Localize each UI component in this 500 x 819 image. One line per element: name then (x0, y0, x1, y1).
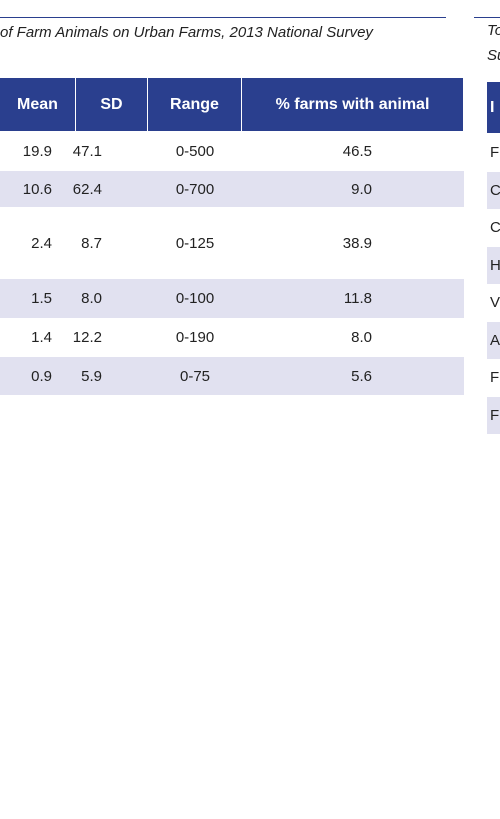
column-header: SD (76, 78, 148, 131)
row-band (0, 171, 464, 207)
table-cell: C (490, 219, 500, 237)
table-cell: 19.9 (22, 142, 52, 160)
column-header: Mean (0, 78, 76, 131)
table-cell: 1.5 (31, 290, 52, 307)
table-cell: 0-125 (175, 234, 215, 252)
table-cell: F (490, 144, 500, 162)
table-cell: 9.0 (351, 180, 372, 198)
table-cell: 8.7 (81, 234, 102, 252)
title-rule (474, 17, 500, 18)
table-cell: 47.1 (72, 142, 102, 160)
table-cell: F (487, 396, 500, 434)
table-cell: C (487, 171, 500, 209)
table-cell: 12.2 (72, 329, 102, 346)
table-cell: 8.0 (351, 329, 372, 346)
table-cell: 0-100 (175, 290, 215, 307)
row-band (0, 279, 464, 318)
table-cell: 5.9 (81, 367, 102, 385)
title-rule (0, 17, 446, 18)
right-table-title: Su (487, 47, 500, 64)
table-cell: 2.4 (31, 234, 52, 252)
table-cell: F (490, 369, 500, 387)
table-cell: 46.5 (342, 142, 372, 160)
table-cell: 0.9 (31, 367, 52, 385)
row-band (0, 357, 464, 395)
table-cell: 5.6 (351, 367, 372, 385)
table-cell: 62.4 (72, 180, 102, 198)
column-header: I (487, 82, 500, 133)
column-header: Range (148, 78, 242, 131)
column-header: % farms with animal (242, 78, 464, 131)
table-cell: 8.0 (81, 290, 102, 307)
table-cell: 10.6 (22, 180, 52, 198)
table-cell: 0-190 (175, 329, 215, 346)
table-cell: H (487, 246, 500, 284)
right-table-title: To (487, 22, 500, 39)
table-cell: 1.4 (31, 329, 52, 346)
table-cell: 0-75 (179, 367, 211, 385)
table-cell: 0-700 (175, 180, 215, 198)
table-cell: 11.8 (343, 290, 372, 307)
table-cell: 0-500 (175, 142, 215, 160)
left-table-title: of Farm Animals on Urban Farms, 2013 Nat… (0, 24, 373, 41)
table-cell: 38.9 (342, 234, 372, 252)
table-cell: V (490, 294, 500, 312)
table-cell: A (487, 321, 500, 359)
